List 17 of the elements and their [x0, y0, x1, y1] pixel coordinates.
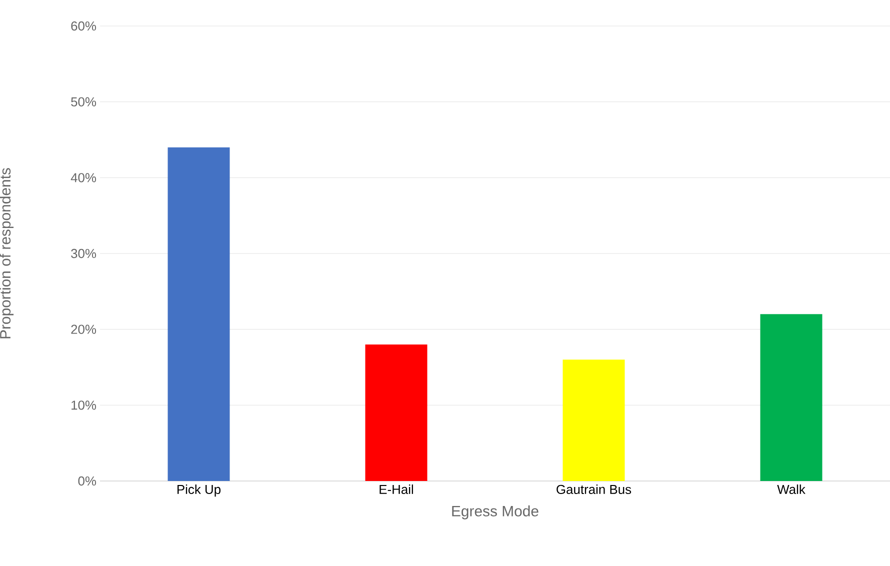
x-tick-label: Walk: [777, 484, 806, 494]
x-tick-label: Pick Up: [178, 484, 220, 497]
y-axis-title: Proportion of respondents: [0, 168, 14, 338]
y-tick-label: 60%: [71, 21, 96, 31]
x-axis-title: Egress Mode: [452, 505, 538, 520]
bar: [760, 314, 822, 481]
x-tick-label: E-Hail: [380, 484, 414, 494]
y-tick-label: 20%: [71, 324, 96, 334]
y-tick-label: 0%: [78, 476, 96, 486]
bar: [168, 147, 230, 481]
y-tick-label: 50%: [71, 97, 96, 106]
y-tick-label: 10%: [72, 400, 96, 410]
bar: [562, 360, 625, 481]
x-tick-label: Gautrain Bus: [556, 484, 632, 494]
y-tick-label: 40%: [70, 173, 96, 182]
bar: [365, 344, 428, 481]
y-tick-label: 30%: [71, 248, 96, 258]
